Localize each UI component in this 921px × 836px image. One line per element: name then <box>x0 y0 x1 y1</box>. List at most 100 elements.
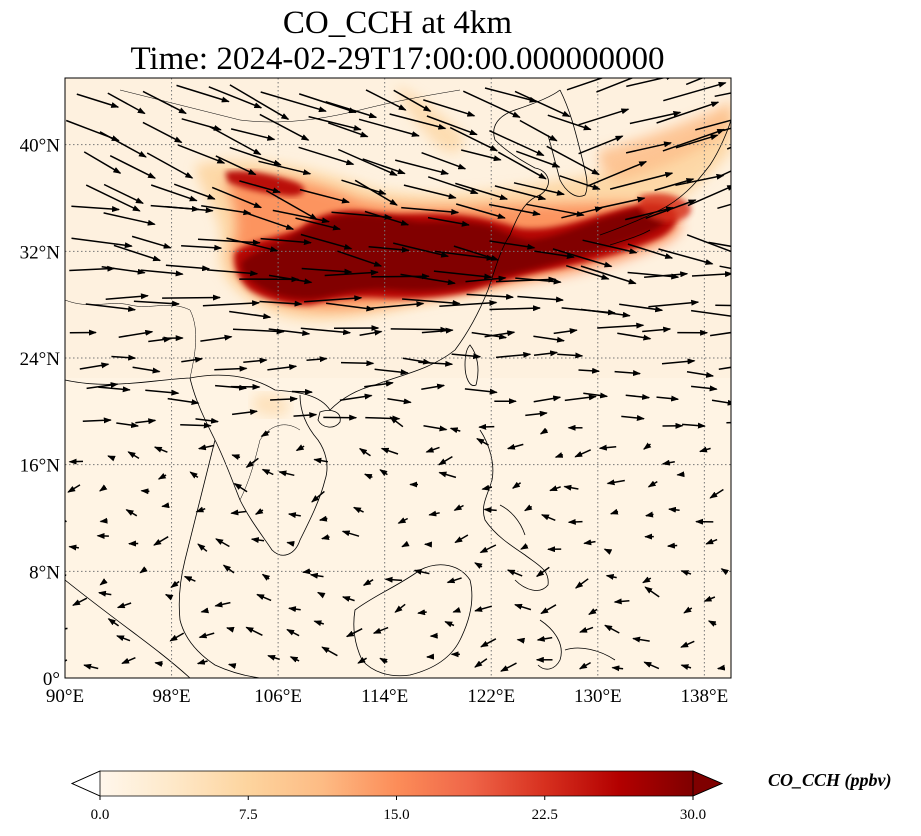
wind-vector <box>714 92 731 98</box>
wind-vector <box>206 269 259 277</box>
wind-vector <box>76 93 120 108</box>
wind-vector <box>215 155 257 176</box>
wind-vector <box>656 395 680 402</box>
wind-vector <box>583 539 596 546</box>
wind-vector <box>495 351 532 359</box>
wind-vector <box>353 506 364 514</box>
wind-vector <box>680 570 692 576</box>
wind-vector <box>604 624 620 634</box>
wind-vector <box>397 517 409 524</box>
wind-vector <box>197 444 215 451</box>
wind-vector <box>359 329 383 336</box>
wind-vector <box>552 248 613 268</box>
wind-vector <box>272 209 330 224</box>
wind-vector <box>524 504 533 512</box>
wind-vector <box>71 237 133 249</box>
wind-vector <box>181 244 223 251</box>
wind-vector <box>393 89 432 112</box>
wind-vectors <box>65 78 731 672</box>
wind-vector <box>720 568 730 576</box>
wind-vector <box>181 356 204 363</box>
wind-vector <box>619 303 664 313</box>
wind-vector <box>609 171 674 190</box>
wind-vector <box>668 506 680 513</box>
wind-vector <box>181 118 222 131</box>
wind-vector <box>449 126 499 152</box>
colorbar-tick-label: 30.0 <box>680 807 706 823</box>
wind-vector <box>197 238 261 246</box>
wind-vector <box>99 131 147 158</box>
wind-vector <box>423 99 476 117</box>
wind-vector <box>394 603 406 613</box>
wind-vector <box>480 638 497 648</box>
wind-vector <box>261 468 274 476</box>
wind-vector <box>413 568 430 575</box>
wind-vector <box>421 151 467 170</box>
wind-vector <box>298 93 357 114</box>
wind-vector <box>389 416 404 428</box>
wind-vector <box>98 386 131 393</box>
wind-vector <box>489 130 545 157</box>
wind-vector <box>621 415 645 421</box>
wind-vector <box>715 304 731 307</box>
wind-vector <box>372 626 389 634</box>
wind-vector <box>180 422 212 429</box>
lon-tick-label: 130°E <box>574 686 622 707</box>
wind-vector <box>428 510 440 517</box>
wind-vector <box>452 606 461 613</box>
wind-vector <box>260 430 270 438</box>
wind-vector <box>559 175 601 190</box>
wind-vector <box>520 543 529 550</box>
wind-vector <box>197 543 208 552</box>
wind-vector <box>170 580 180 589</box>
wind-vector <box>162 294 221 301</box>
wind-vector <box>189 471 199 479</box>
wind-vector <box>625 393 651 400</box>
wind-vector <box>260 237 312 246</box>
wind-vector <box>658 248 714 265</box>
wind-vector <box>324 269 379 277</box>
wind-vector <box>717 203 731 210</box>
wind-vector <box>379 469 388 477</box>
wind-vector <box>293 412 318 419</box>
wind-vector <box>539 427 549 435</box>
wind-vector <box>597 322 645 329</box>
wind-vector <box>578 367 601 374</box>
wind-vector <box>239 180 281 194</box>
colorbar-tick-label: 7.5 <box>239 807 258 823</box>
map-title: CO_CCH at 4km <box>282 5 513 41</box>
wind-vector <box>140 488 150 495</box>
map-frame <box>64 77 732 679</box>
wind-vector <box>380 447 399 455</box>
wind-vector <box>198 632 215 639</box>
wind-vector <box>511 481 522 489</box>
wind-vector <box>105 293 149 301</box>
lon-tick-label: 98°E <box>152 686 190 707</box>
colorbar-tick-label: 22.5 <box>532 807 558 823</box>
wind-vector <box>567 518 583 525</box>
wind-vector <box>423 424 448 432</box>
wind-vector <box>339 393 373 402</box>
wind-vector <box>489 240 536 250</box>
wind-vector <box>661 358 696 365</box>
wind-vector <box>364 210 410 226</box>
wind-vector <box>370 301 425 310</box>
wind-vector <box>101 265 146 275</box>
wind-vector <box>209 125 262 156</box>
wind-vector <box>598 444 617 451</box>
wind-vector <box>546 145 600 176</box>
wind-vector <box>536 635 553 642</box>
wind-vector <box>625 206 675 221</box>
wind-vector <box>169 632 185 642</box>
wind-vector <box>231 454 241 460</box>
wind-vector <box>201 205 252 216</box>
wind-vector <box>464 388 498 395</box>
wind-vector <box>183 575 196 583</box>
wind-vector <box>83 663 99 670</box>
wind-vector <box>288 606 301 613</box>
wind-vector <box>421 383 446 391</box>
wind-vector <box>265 189 318 221</box>
wind-vector <box>525 410 548 417</box>
wind-vector <box>389 113 447 130</box>
wind-vector <box>167 397 200 406</box>
